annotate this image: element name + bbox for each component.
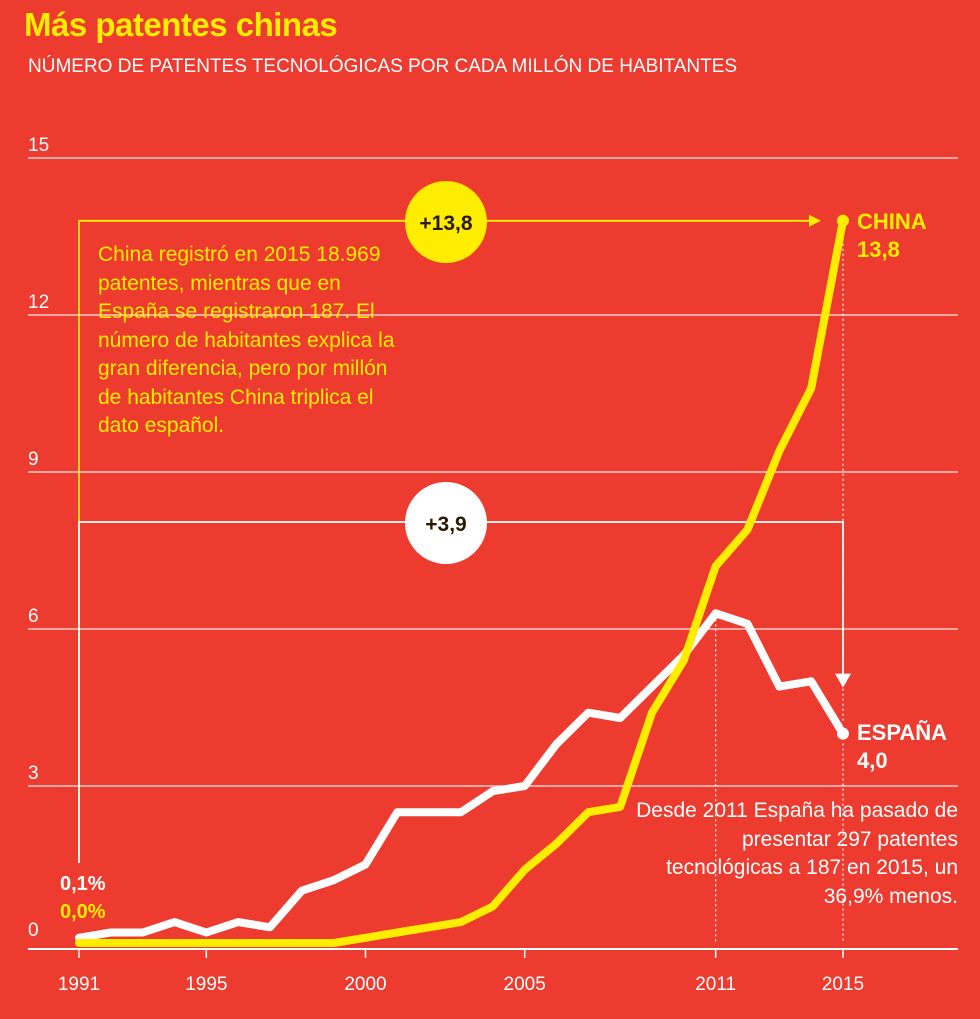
x-axis: 1991 1995 2000 2005 2011 2015	[28, 948, 958, 995]
series-lines	[75, 214, 849, 947]
series-end-point-españa	[837, 727, 849, 740]
gridlines	[28, 157, 958, 787]
china-note: China registró en 2015 18.969 patentes, …	[98, 243, 395, 437]
x-tick-label-2011: 2011	[695, 974, 736, 995]
china-end-value: 13,8	[857, 237, 900, 262]
y-axis-labels: 0 3 6 9 12 15	[28, 135, 49, 941]
china-diff-label: +13,8	[419, 212, 472, 235]
spain-end-value: 4,0	[857, 748, 888, 773]
spain-note: Desde 2011 España ha pasado de presentar…	[636, 799, 958, 908]
x-tick-label-1991: 1991	[58, 974, 100, 995]
series-end-point-china	[837, 214, 849, 227]
china-bracket-arrow	[809, 214, 821, 227]
spain-end-label: ESPAÑA	[857, 720, 947, 745]
chart-title: Más patentes chinas	[24, 6, 338, 43]
chart-subtitle: NÚMERO DE PATENTES TECNOLÓGICAS POR CADA…	[28, 56, 738, 77]
spain-bracket-arrow	[835, 673, 851, 688]
series-line-china	[75, 216, 847, 947]
series-line-españa	[75, 609, 847, 942]
y-tick-label-6: 6	[28, 606, 39, 627]
y-tick-label-15: 15	[28, 135, 49, 156]
x-tick-label-2005: 2005	[504, 974, 546, 995]
spain-diff-badge	[405, 482, 487, 564]
y-tick-label-0: 0	[28, 920, 39, 941]
china-diff-badge	[405, 181, 487, 263]
china-start-value: 0,0%	[60, 901, 106, 923]
x-tick-label-2015: 2015	[822, 974, 864, 995]
china-end-label: CHINA	[857, 209, 927, 234]
y-tick-label-9: 9	[28, 449, 39, 470]
spain-start-value: 0,1%	[60, 873, 106, 895]
y-tick-label-3: 3	[28, 763, 39, 784]
y-tick-label-12: 12	[28, 292, 49, 313]
x-tick-label-2000: 2000	[344, 974, 386, 995]
series-labels: CHINA 13,8 ESPAÑA 4,0 0,1% 0,0%	[60, 209, 947, 923]
annotations: +13,8 +3,9	[78, 181, 851, 943]
x-tick-label-1995: 1995	[185, 974, 227, 995]
spain-diff-label: +3,9	[425, 513, 466, 536]
